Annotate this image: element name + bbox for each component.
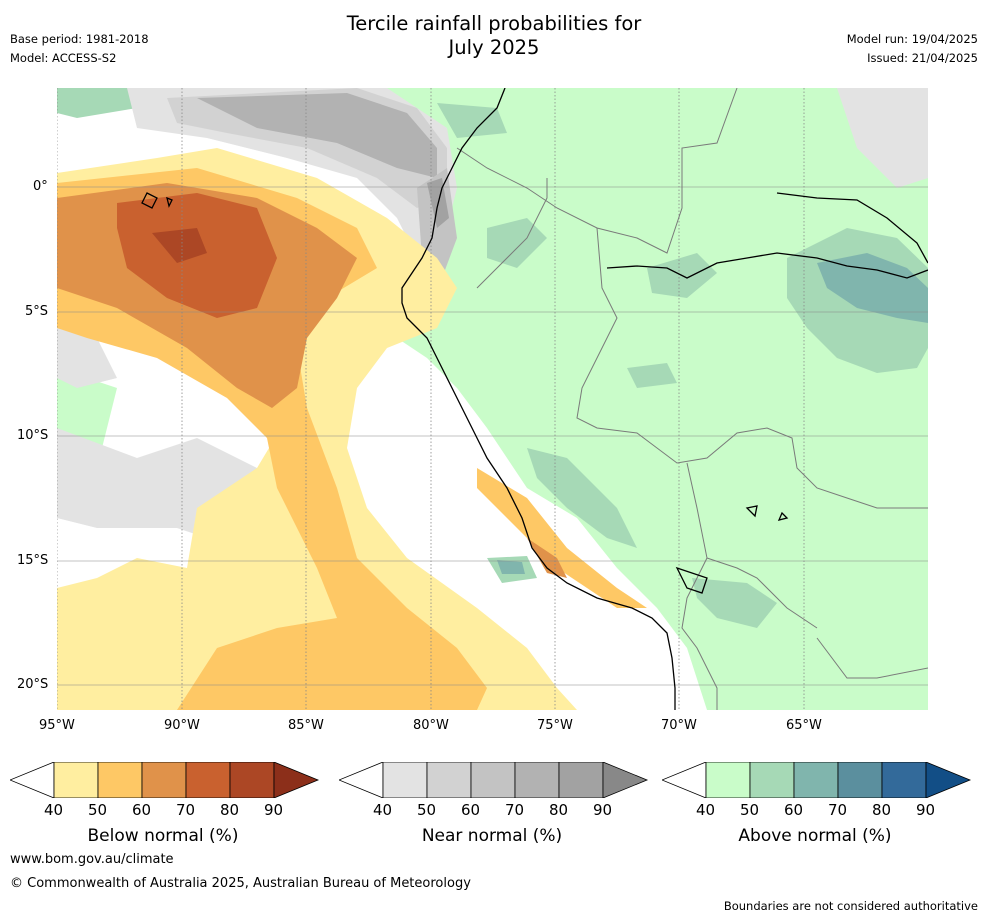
swatch-below-70 [185, 762, 231, 798]
lat-tick-0: 0° [33, 179, 48, 194]
swatch-above-40 [705, 762, 751, 798]
legend3-tick-60: 60 [784, 801, 804, 819]
legend1-tick-90: 90 [264, 801, 284, 819]
legend1-tick-70: 70 [176, 801, 196, 819]
swatch-above-60 [793, 762, 839, 798]
footer-url[interactable]: www.bom.gov.au/climate [10, 852, 174, 867]
model-name: Model: ACCESS-S2 [10, 51, 117, 65]
legend-above-normal-colorbar [662, 762, 972, 798]
lon-tick-95w: 95°W [39, 718, 75, 733]
title-line-2: July 2025 [448, 36, 540, 59]
model-run: Model run: 19/04/2025 [846, 32, 978, 46]
lon-tick-70w: 70°W [661, 718, 697, 733]
legend3-tick-70: 70 [828, 801, 848, 819]
lat-tick-15s: 15°S [17, 553, 49, 568]
issued-date: Issued: 21/04/2025 [867, 51, 978, 65]
swatch-near-80 [558, 762, 604, 798]
swatch-near-60 [470, 762, 516, 798]
legend3-tick-90: 90 [916, 801, 936, 819]
legend3-tick-40: 40 [696, 801, 716, 819]
footer-disclaimer: Boundaries are not considered authoritat… [723, 899, 978, 913]
swatch-below-50 [97, 762, 143, 798]
swatch-above-70 [837, 762, 883, 798]
lat-tick-10s: 10°S [17, 428, 49, 443]
galapagos [141, 192, 173, 209]
lon-tick-90w: 90°W [164, 718, 200, 733]
above-normal-70-east [817, 253, 928, 323]
legend-below-normal-colorbar [10, 762, 320, 798]
footer-copyright: © Commonwealth of Australia 2025, Austra… [10, 876, 471, 891]
swatch-below-40 [53, 762, 99, 798]
legend2-tick-90: 90 [593, 801, 613, 819]
legend2-tick-60: 60 [461, 801, 481, 819]
legend1-tick-50: 50 [88, 801, 108, 819]
near-normal-60-north [197, 93, 437, 178]
rainfall-map [57, 88, 928, 710]
legend1-tick-80: 80 [220, 801, 240, 819]
swatch-below-60 [141, 762, 187, 798]
legend2-tick-50: 50 [417, 801, 437, 819]
lon-tick-85w: 85°W [288, 718, 324, 733]
meta-right: Model run: 19/04/2025 Issued: 21/04/2025 [847, 30, 978, 68]
swatch-above-80 [881, 762, 927, 798]
legend3-tick-80: 80 [872, 801, 892, 819]
legend-above-normal-label: Above normal (%) [738, 826, 892, 846]
legend3-tick-50: 50 [740, 801, 760, 819]
swatch-near-50 [426, 762, 472, 798]
legend-near-normal-colorbar [339, 762, 649, 798]
legend2-tick-80: 80 [549, 801, 569, 819]
lon-tick-65w: 65°W [786, 718, 822, 733]
base-period: Base period: 1981-2018 [10, 32, 149, 46]
swatch-near-70 [514, 762, 560, 798]
legend1-tick-40: 40 [44, 801, 64, 819]
lat-tick-5s: 5°S [25, 304, 49, 319]
meta-left: Base period: 1981-2018 Model: ACCESS-S2 [10, 30, 149, 68]
swatch-above-50 [749, 762, 795, 798]
legend2-tick-40: 40 [373, 801, 393, 819]
coastline [401, 88, 676, 710]
swatch-near-40 [382, 762, 428, 798]
amazon-river [606, 252, 928, 279]
lat-tick-20s: 20°S [17, 677, 49, 692]
legend1-tick-60: 60 [132, 801, 152, 819]
legend-near-normal-label: Near normal (%) [421, 826, 563, 846]
legend2-tick-70: 70 [505, 801, 525, 819]
lon-tick-80w: 80°W [413, 718, 449, 733]
title-line-1: Tercile rainfall probabilities for [346, 12, 642, 35]
lon-tick-75w: 75°W [537, 718, 573, 733]
map-title: Tercile rainfall probabilities for July … [0, 12, 988, 60]
swatch-below-80 [229, 762, 275, 798]
legend-below-normal-label: Below normal (%) [87, 826, 239, 846]
